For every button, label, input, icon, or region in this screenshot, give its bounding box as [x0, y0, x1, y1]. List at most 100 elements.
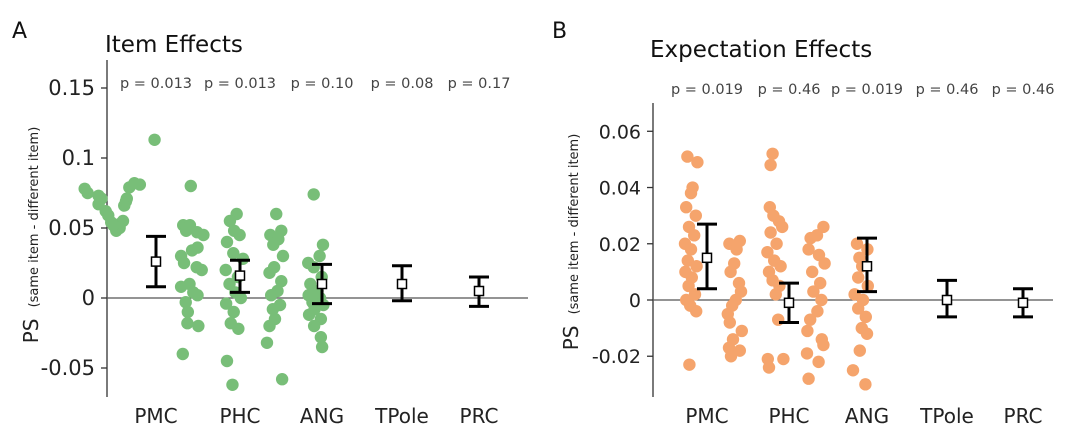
panel-a-p-value: p = 0.10: [291, 76, 354, 92]
panel-a-x-label: PRC: [460, 404, 499, 427]
panel-a-ytick-label: 0.05: [48, 216, 95, 240]
svg-text:PS (same item - differ: PS (same item - different item): [19, 127, 43, 344]
panel-b-data-point: [681, 254, 694, 267]
panel-b-data-point: [814, 276, 827, 290]
panel-a-data-point: [316, 238, 330, 251]
panel-a-x-label: PHC: [219, 404, 260, 427]
panel-a-data-point: [260, 336, 274, 349]
panel-a-p-value: p = 0.013: [204, 76, 276, 92]
panel-b-title: Expectation Effects: [650, 37, 872, 63]
panel-b-data-point: [852, 271, 865, 284]
panel-b-mean-marker: [941, 294, 953, 306]
panel-a-data-point: [275, 275, 288, 288]
panel-a-mean-marker: [234, 270, 246, 281]
panel-a-ytick-label: 0.15: [48, 76, 95, 100]
panel-a-data-point: [266, 303, 280, 316]
panel-b-p-value: p = 0.46: [992, 82, 1055, 98]
panel-b-x-label: PRC: [1004, 404, 1043, 427]
panel-b-x-label: ANG: [845, 404, 889, 427]
panel-b-data-point: [684, 243, 698, 256]
panel-b-data-point: [764, 158, 777, 172]
panel-b-data-point: [806, 265, 819, 279]
panel-b-data-point: [801, 324, 814, 338]
panel-a-data-point: [78, 182, 91, 195]
panel-a-mean-marker: [473, 285, 485, 297]
panel-a-letter: A: [12, 19, 27, 44]
panel-a-data-point: [179, 224, 193, 237]
panel-b-data-point: [724, 265, 737, 279]
panel-a-data-point: [263, 266, 276, 279]
panel-a-data-point: [181, 305, 195, 319]
panel-b-ylabel: PS (same item - different item): [559, 134, 583, 351]
panel-a-p-value: p = 0.013: [120, 76, 192, 92]
panel-a-ylabel-sub: (same item - different item): [27, 127, 42, 308]
panel-a-data-point: [302, 308, 316, 321]
panel-b-data-point: [817, 220, 830, 234]
panel-b-data-point: [770, 237, 783, 250]
panel-a-data-point: [197, 228, 210, 242]
panel-b-data-point: [846, 364, 860, 377]
panel-b-data-point: [852, 302, 865, 315]
panel-a-x-label: PMC: [134, 404, 177, 427]
panel-b-data-point: [804, 313, 817, 326]
panel-a-data-point: [219, 297, 233, 310]
panel-b-mean-marker: [861, 261, 873, 272]
panel-b-data-point: [683, 358, 696, 371]
panel-a-data-point: [192, 319, 205, 333]
panel-a-data-point: [220, 235, 234, 249]
panel-b-p-value: p = 0.46: [758, 82, 821, 98]
panel-a-p-value: p = 0.17: [448, 76, 511, 92]
panel-a-x-labels: PMC PHC ANG TPole PRC: [134, 404, 498, 427]
panel-b-data-point: [680, 201, 693, 214]
panel-a-ytick-label: 0.1: [62, 146, 95, 170]
panel-a-data-point: [220, 354, 234, 368]
panel-b-p-value: p = 0.019: [831, 82, 903, 98]
panel-b-error-bars: [697, 222, 1033, 324]
panel-b-data-point: [860, 327, 874, 340]
panel-b-data-point: [807, 285, 820, 298]
panel-b-data-point: [730, 243, 743, 256]
panel-b-data-point: [800, 347, 814, 360]
panel-a-data-point: [307, 319, 321, 333]
panel-b-data-point: [815, 293, 828, 307]
panel-b-ylabel-sub: (same item - different item): [567, 134, 582, 315]
panel-a-data-point: [234, 291, 248, 305]
panel-b-data-point: [690, 260, 703, 273]
panel-a-data-point: [307, 188, 320, 201]
panel-a-data-point: [233, 228, 246, 242]
panel-a-p-value: p = 0.08: [371, 76, 434, 92]
panel-a-data-point: [267, 238, 280, 251]
panel-a-title: Item Effects: [105, 32, 243, 58]
panel-b-data-point: [859, 310, 872, 324]
svg-text:PS (same item - differ: PS (same item - different item): [559, 134, 583, 351]
panel-b-data-point: [769, 288, 782, 301]
panel-a-data-point: [232, 322, 245, 335]
panel-b: B Expectation Effects PS (same item - di…: [552, 19, 1054, 427]
panel-b-p-values: p = 0.019 p = 0.46 p = 0.019 p = 0.46 p = 0.…: [671, 82, 1054, 98]
panel-a-data-point: [184, 179, 197, 193]
panel-b-points: [678, 147, 874, 391]
panel-a-data-point: [313, 249, 326, 263]
panel-a-ylabel-main: PS: [19, 319, 43, 344]
panel-a-ytick-label: -0.05: [41, 356, 95, 380]
panel-a-data-point: [227, 305, 240, 319]
panel-a-data-point: [315, 340, 329, 354]
panel-b-data-point: [735, 324, 748, 338]
panel-a-data-point: [226, 378, 239, 391]
panel-a-mean-marker: [316, 278, 328, 290]
panel-b-data-point: [859, 378, 872, 391]
panel-b-data-point: [812, 355, 825, 369]
panel-b-p-value: p = 0.46: [916, 82, 979, 98]
panel-a-data-point: [264, 289, 278, 302]
panel-b-x-labels: PMC PHC ANG TPole PRC: [685, 404, 1042, 427]
panel-b-data-point: [802, 372, 815, 385]
panel-a-x-label: ANG: [300, 404, 344, 427]
panel-b-data-point: [853, 344, 866, 357]
panel-a-yticks: 0.15 0.1 0.05 0 -0.05: [41, 76, 107, 380]
panel-b-p-value: p = 0.019: [671, 82, 743, 98]
panel-b-x-label: TPole: [919, 404, 974, 427]
panel-b-data-point: [776, 220, 789, 234]
panel-b-data-point: [761, 245, 774, 259]
panel-b-data-point: [762, 361, 776, 374]
